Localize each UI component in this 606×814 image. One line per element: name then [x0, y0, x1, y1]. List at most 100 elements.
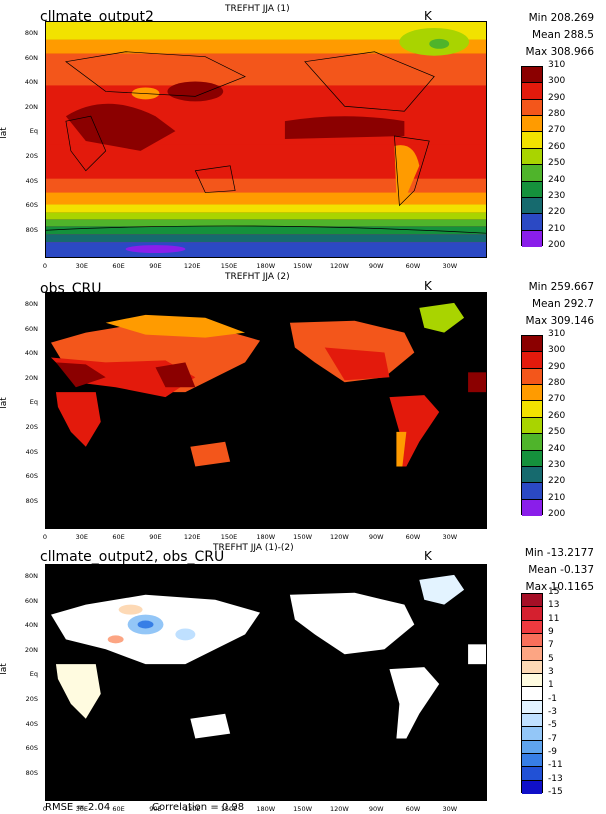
stat-max: Max 10.1165 — [525, 581, 594, 593]
panel-title: TREFHT JJA (2) — [225, 272, 290, 282]
colorbar-swatch — [522, 434, 542, 451]
stat-min: Min -13.2177 — [524, 547, 594, 559]
lat-tick-label: 80N — [24, 572, 38, 580]
lat-tick-label: 80S — [25, 225, 38, 234]
colorbar-swatch — [522, 401, 542, 418]
lat-tick-label: 20S — [25, 152, 38, 160]
panel-case-name: cllmate_output2, obs_CRU — [40, 549, 225, 565]
colorbar-swatch — [522, 99, 542, 117]
colorbar-label: 5 — [548, 653, 554, 664]
lon-tick-label: 150W — [293, 262, 313, 270]
lat-tick-label: 60S — [25, 744, 38, 753]
colorbar-swatch — [522, 230, 542, 247]
lon-tick-label: 30E — [75, 533, 88, 541]
colorbar-swatch — [522, 197, 542, 215]
lon-tick-label: 180W — [256, 262, 276, 270]
correlation-label: Correlation = 0.98 — [152, 802, 245, 813]
colorbar-swatch — [522, 132, 542, 149]
colorbar-swatch — [522, 647, 542, 661]
colorbar-swatch — [522, 368, 542, 386]
y-axis-label: lat — [0, 397, 9, 409]
lat-tick-label: 20N — [24, 102, 38, 111]
y-axis-label: lat — [0, 127, 9, 139]
colorbar-swatch — [522, 499, 542, 516]
colorbar-swatch — [522, 450, 542, 467]
lat-tick-label: 80S — [25, 496, 38, 505]
map-plot — [45, 292, 487, 529]
colorbar-label: 260 — [548, 141, 566, 152]
lon-tick-label: 120E — [183, 533, 201, 541]
model-panel: cllmate_output2 TREFHT JJA (1) K Min 208… — [0, 0, 606, 272]
lon-tick-label: 60W — [405, 262, 421, 270]
lon-tick-label: 120E — [183, 262, 201, 270]
colorbar-swatch — [522, 165, 542, 182]
colorbar-label: 1 — [548, 680, 554, 691]
lon-tick-label: 150E — [220, 262, 238, 270]
colorbar-label: 200 — [548, 509, 566, 519]
stat-min: Min 208.269 — [528, 12, 594, 24]
colorbar-swatch — [522, 385, 542, 402]
lon-tick-label: 60W — [405, 533, 421, 541]
lat-tick-label: 60N — [24, 324, 38, 333]
colorbar — [521, 593, 543, 794]
lon-tick-label: 90W — [368, 805, 384, 813]
panel-title: TREFHT JJA (1) — [225, 4, 290, 14]
stat-block: Min -13.2177 Mean -0.137 Max 10.1165 — [525, 545, 594, 596]
colorbar-label: -5 — [548, 720, 557, 731]
panel-title: TREFHT JJA (1)-(2) — [213, 543, 294, 553]
lon-tick-label: 60W — [405, 805, 421, 813]
lon-tick-label: 120E — [183, 805, 201, 813]
lat-tick-label: 60N — [24, 596, 38, 605]
lon-tick-label: 90E — [149, 533, 162, 541]
colorbar-swatch — [522, 336, 542, 353]
colorbar-label: 230 — [548, 190, 566, 201]
colorbar-label: 290 — [548, 361, 566, 372]
colorbar-label: 200 — [548, 240, 566, 250]
colorbar-swatch — [522, 740, 542, 754]
colorbar-label: 240 — [548, 174, 566, 185]
colorbar-label: 13 — [548, 600, 560, 611]
colorbar-swatch — [522, 713, 542, 728]
lat-tick-label: 20N — [24, 645, 38, 654]
colorbar-label: 11 — [548, 613, 560, 624]
colorbar-label: 210 — [548, 492, 566, 503]
stat-mean: Mean 288.5 — [531, 29, 594, 41]
lon-tick-label: 150E — [220, 533, 238, 541]
colorbar-swatch — [522, 753, 542, 768]
lat-tick-label: 80N — [24, 300, 38, 308]
colorbar-swatch — [522, 466, 542, 484]
colorbar-swatch — [522, 116, 542, 133]
colorbar-label: 270 — [548, 125, 566, 136]
lat-tick-label: 40N — [24, 621, 38, 630]
difference-field — [46, 565, 486, 800]
colorbar-label: 9 — [548, 627, 554, 637]
colorbar-label: 250 — [548, 427, 566, 438]
lon-tick-label: 90E — [149, 262, 162, 270]
lat-tick-label: 60S — [25, 201, 38, 210]
lat-tick-label: 80S — [25, 768, 38, 777]
lon-tick-label: 120W — [329, 262, 349, 270]
colorbar-swatch — [522, 767, 542, 781]
lat-tick-label: 40S — [25, 447, 38, 456]
colorbar-label: 300 — [548, 345, 566, 356]
map-plot — [45, 564, 487, 801]
panel-units: K — [424, 549, 432, 563]
colorbar-label: 250 — [548, 158, 566, 169]
lat-tick-label: 20N — [24, 373, 38, 382]
colorbar-swatch — [522, 483, 542, 500]
colorbar-label: -11 — [548, 760, 563, 771]
colorbar-label: 290 — [548, 92, 566, 103]
colorbar-label: 260 — [548, 410, 566, 421]
colorbar-swatch — [522, 780, 542, 794]
panel-units: K — [424, 279, 432, 293]
colorbar-label: 3 — [548, 667, 554, 677]
colorbar-label: 7 — [548, 640, 554, 651]
lon-tick-label: 150W — [293, 533, 313, 541]
colorbar-swatch — [522, 687, 542, 701]
colorbar-swatch — [522, 352, 542, 369]
colorbar-swatch — [522, 67, 542, 84]
lat-tick-label: Eq — [29, 398, 38, 407]
colorbar-label: -15 — [548, 787, 563, 797]
lat-tick-label: 20S — [25, 423, 38, 431]
stat-mean: Mean -0.137 — [528, 564, 594, 576]
